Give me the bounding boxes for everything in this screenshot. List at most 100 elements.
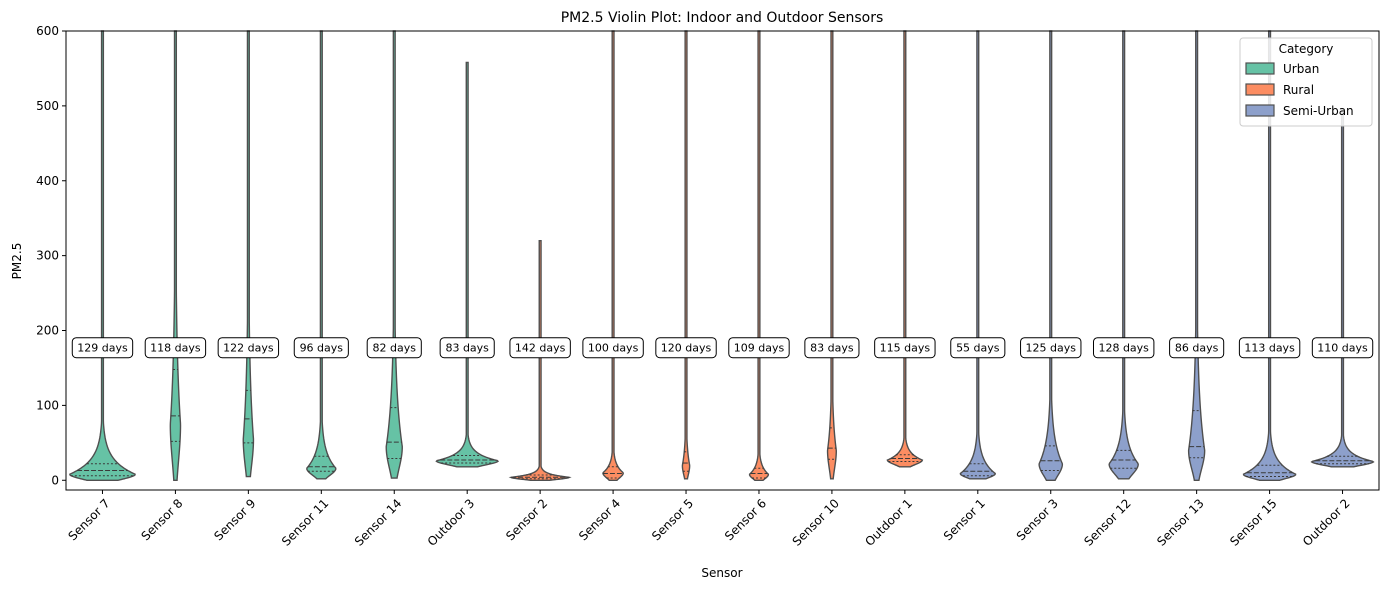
y-axis: 0 100 200 300 400 500 600	[36, 24, 66, 487]
count-label-text: 83 days	[810, 342, 854, 355]
count-label-box	[366, 337, 422, 359]
violin-body	[169, 30, 182, 481]
count-label-text: 120 days	[661, 342, 712, 355]
plot-area: 129 days 118 days 122 days 96 days 82 days 83…	[69, 30, 1375, 481]
violin-body	[1187, 30, 1206, 481]
violin-body	[242, 30, 255, 478]
count-label-text: 110 days	[1317, 342, 1368, 355]
legend-swatch	[1245, 83, 1275, 96]
count-label-box	[71, 337, 134, 359]
count-label-box	[293, 337, 349, 359]
count-label-box	[1092, 337, 1155, 359]
x-tick-label: Sensor 13	[1154, 496, 1206, 548]
count-label-box	[655, 337, 717, 359]
violin-body	[826, 30, 837, 480]
violin-body	[385, 30, 403, 479]
count-label-box	[728, 337, 790, 359]
count-label: 142 days	[509, 337, 571, 359]
violin-body	[959, 30, 996, 480]
count-label-box	[1238, 337, 1301, 359]
y-tick-label: 300	[36, 249, 59, 263]
x-tick-label: Sensor 6	[722, 496, 769, 543]
count-label-box	[1311, 337, 1374, 359]
count-label-box	[509, 337, 571, 359]
x-tick-label: Sensor 8	[138, 496, 185, 543]
y-tick-label: 200	[36, 324, 59, 338]
count-label: 83 days	[804, 337, 860, 359]
count-label: 129 days	[71, 337, 134, 359]
y-tick-label: 400	[36, 174, 59, 188]
count-label: 125 days	[1020, 337, 1082, 359]
violin-body	[1310, 108, 1375, 468]
x-tick-label: Sensor 2	[503, 496, 550, 543]
violin-body	[748, 30, 770, 481]
count-label-box	[804, 337, 860, 359]
x-tick-label: Sensor 1	[941, 496, 988, 543]
count-label: 120 days	[655, 337, 717, 359]
legend: Category Urban Rural Semi-Urban	[1239, 37, 1373, 127]
count-label: 100 days	[582, 337, 644, 359]
count-label-box	[217, 337, 280, 359]
violin-body	[69, 30, 136, 481]
count-label-text: 118 days	[150, 342, 201, 355]
count-label-text: 129 days	[77, 342, 128, 355]
legend-box	[1239, 37, 1373, 127]
legend-title: Category	[1279, 42, 1334, 56]
count-label: 96 days	[293, 337, 349, 359]
violin-body	[886, 30, 924, 468]
x-axis: Sensor 7 Sensor 8 Sensor 9 Sensor 11 Sensor …	[66, 490, 1353, 549]
count-label: 109 days	[728, 337, 790, 359]
legend-entry-label: Semi-Urban	[1283, 104, 1354, 118]
count-label-box	[1020, 337, 1082, 359]
count-label-text: 96 days	[300, 342, 344, 355]
count-label-text: 109 days	[734, 342, 785, 355]
count-label-box	[950, 337, 1006, 359]
x-tick-label: Sensor 14	[352, 496, 404, 548]
violin-body	[435, 61, 500, 468]
count-label-text: 113 days	[1244, 342, 1295, 355]
x-tick-label: Sensor 12	[1081, 496, 1133, 548]
chart-title: PM2.5 Violin Plot: Indoor and Outdoor Se…	[561, 10, 884, 26]
violin-body	[1038, 30, 1064, 481]
x-tick-label: Sensor 10	[790, 496, 842, 548]
x-tick-label: Sensor 3	[1014, 496, 1061, 543]
count-label-box	[874, 337, 936, 359]
count-label: 113 days	[1238, 337, 1301, 359]
x-tick-label: Sensor 9	[211, 496, 258, 543]
legend-entry-label: Rural	[1283, 83, 1314, 97]
x-tick-label: Outdoor 3	[425, 496, 478, 549]
count-label-text: 122 days	[223, 342, 274, 355]
violin-body	[681, 30, 691, 480]
count-label-text: 115 days	[880, 342, 931, 355]
count-label-text: 55 days	[956, 342, 1000, 355]
x-tick-label: Outdoor 2	[1300, 496, 1353, 549]
y-tick-label: 600	[36, 24, 59, 38]
count-label-text: 128 days	[1098, 342, 1149, 355]
violin-body	[1108, 30, 1139, 480]
count-label: 55 days	[950, 337, 1006, 359]
count-label-text: 82 days	[373, 342, 417, 355]
x-tick-label: Outdoor 1	[862, 496, 915, 549]
x-tick-label: Sensor 7	[66, 496, 113, 543]
legend-entry-label: Urban	[1283, 62, 1319, 76]
y-tick-label: 100	[36, 398, 59, 412]
count-label-text: 86 days	[1175, 342, 1219, 355]
plot-frame	[65, 30, 1380, 491]
count-label: 86 days	[1169, 337, 1225, 359]
violin-body	[306, 30, 337, 480]
legend-swatch	[1245, 104, 1275, 117]
y-tick-label: 0	[51, 473, 59, 487]
count-label: 128 days	[1092, 337, 1155, 359]
count-label-text: 125 days	[1026, 342, 1077, 355]
y-tick-label: 500	[36, 99, 59, 113]
violin-body	[602, 30, 624, 481]
count-label: 110 days	[1311, 337, 1374, 359]
x-tick-label: Sensor 11	[279, 496, 331, 548]
count-label-box	[582, 337, 644, 359]
count-label-text: 142 days	[515, 342, 566, 355]
count-label: 122 days	[217, 337, 280, 359]
x-tick-label: Sensor 15	[1227, 496, 1279, 548]
count-label: 118 days	[144, 337, 207, 359]
x-tick-label: Sensor 5	[649, 496, 696, 543]
